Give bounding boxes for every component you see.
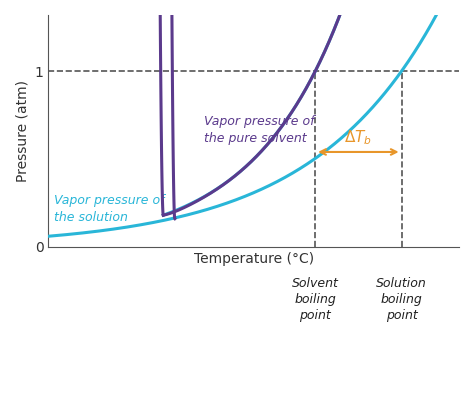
Text: Vapor pressure of
the solution: Vapor pressure of the solution bbox=[55, 194, 165, 224]
Y-axis label: Pressure (atm): Pressure (atm) bbox=[15, 80, 29, 182]
Text: Solution
boiling
point: Solution boiling point bbox=[376, 277, 427, 322]
Text: Vapor pressure of
the pure solvent: Vapor pressure of the pure solvent bbox=[204, 115, 315, 145]
X-axis label: Temperature (°C): Temperature (°C) bbox=[193, 252, 314, 266]
Text: $\mathit{\Delta T_b}$: $\mathit{\Delta T_b}$ bbox=[345, 128, 373, 147]
Text: Solvent
boiling
point: Solvent boiling point bbox=[292, 277, 339, 322]
